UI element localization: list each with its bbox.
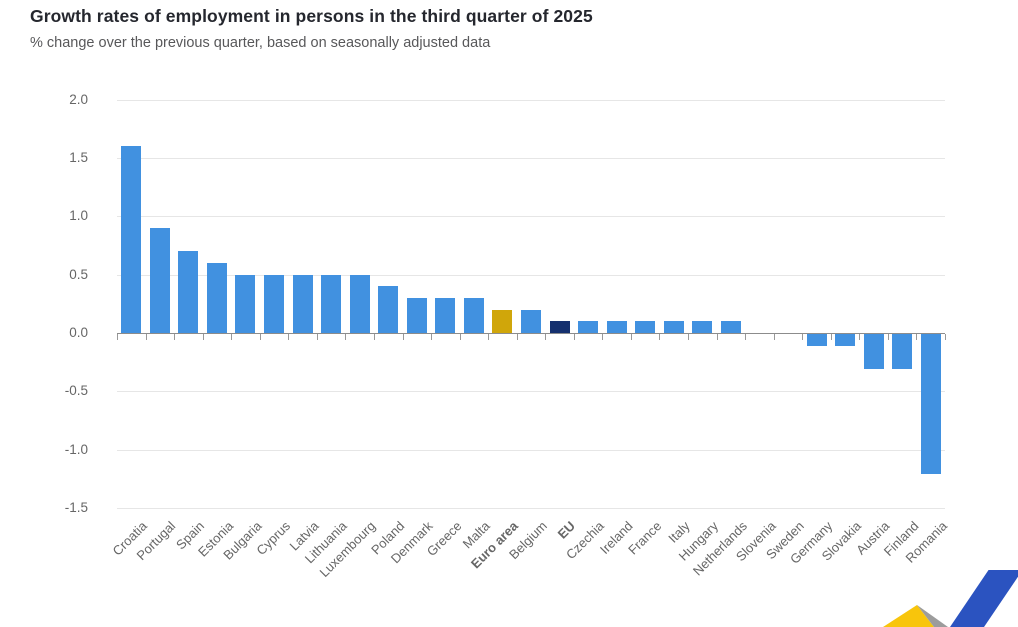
bar-france[interactable]	[635, 321, 656, 333]
x-axis-tick	[773, 334, 775, 340]
y-axis-label: 2.0	[69, 91, 88, 107]
x-axis-tick	[431, 334, 433, 340]
bar-malta[interactable]	[463, 298, 484, 333]
bar-slovakia[interactable]	[835, 334, 856, 346]
x-axis-tick	[202, 334, 204, 340]
x-axis-tick	[373, 334, 375, 340]
bar-netherlands[interactable]	[720, 321, 741, 333]
gridline--0.5	[117, 391, 945, 393]
x-axis-tick	[630, 334, 632, 340]
bar-finland[interactable]	[892, 334, 913, 369]
x-axis-tick	[859, 334, 861, 340]
bar-hungary[interactable]	[692, 321, 713, 333]
y-axis-label: 1.5	[69, 150, 88, 166]
bar-ireland[interactable]	[606, 321, 627, 333]
x-axis-tick	[316, 334, 318, 340]
x-axis-tick	[516, 334, 518, 340]
x-axis-tick	[887, 334, 889, 340]
bar-spain[interactable]	[178, 251, 199, 333]
bar-czechia[interactable]	[578, 321, 599, 333]
bar-belgium[interactable]	[521, 309, 541, 333]
x-axis-tick	[573, 334, 575, 340]
y-axis-label: -1.0	[64, 441, 88, 457]
logo-blue-band	[950, 570, 1018, 627]
bar-eu[interactable]	[549, 321, 570, 333]
x-axis-tick	[688, 334, 690, 340]
x-axis-tick	[459, 334, 461, 340]
x-axis-tick	[345, 334, 347, 340]
bar-cyprus[interactable]	[264, 274, 285, 333]
y-axis-label: -1.5	[64, 499, 88, 515]
bar-poland[interactable]	[378, 286, 399, 333]
x-axis-tick	[288, 334, 290, 340]
x-axis-tick	[545, 334, 547, 340]
gridline--1	[117, 449, 945, 451]
chart-title: Growth rates of employment in persons in…	[30, 6, 593, 26]
y-axis-label: 1.0	[69, 208, 88, 224]
bar-portugal[interactable]	[149, 228, 170, 333]
bar-germany[interactable]	[806, 334, 827, 346]
x-axis-tick	[488, 334, 490, 340]
x-axis-tick	[916, 334, 918, 340]
logo-gray-face	[917, 605, 948, 627]
x-axis-tick	[117, 334, 118, 340]
chart-subtitle: % change over the previous quarter, base…	[30, 35, 491, 51]
bar-romania[interactable]	[920, 334, 941, 474]
bar-austria[interactable]	[863, 334, 884, 369]
x-axis-tick	[402, 334, 404, 340]
eurostat-logo-icon	[883, 570, 1018, 627]
x-axis-tick	[945, 334, 946, 340]
x-axis-tick	[659, 334, 661, 340]
x-axis-tick	[145, 334, 147, 340]
bar-denmark[interactable]	[406, 298, 427, 333]
bar-euro-area[interactable]	[492, 309, 513, 333]
gridline-1	[117, 216, 945, 218]
bar-estonia[interactable]	[206, 263, 227, 333]
x-axis-tick	[174, 334, 176, 340]
x-axis-line	[117, 333, 945, 334]
x-axis-tick	[231, 334, 233, 340]
gridline-1.5	[117, 158, 945, 160]
bar-croatia[interactable]	[121, 146, 142, 333]
bar-greece[interactable]	[435, 298, 456, 333]
bar-italy[interactable]	[663, 321, 684, 333]
y-axis-label: 0.0	[69, 325, 88, 340]
x-axis-tick	[716, 334, 718, 340]
bar-latvia[interactable]	[292, 274, 313, 333]
x-axis-tick	[802, 334, 804, 340]
gridline--1.5	[117, 507, 945, 509]
y-axis-label: 0.5	[69, 266, 88, 282]
bar-bulgaria[interactable]	[235, 274, 256, 333]
x-axis-tick	[259, 334, 261, 340]
bar-luxembourg[interactable]	[349, 274, 370, 333]
x-axis-tick	[602, 334, 604, 340]
x-axis-tick	[745, 334, 747, 340]
bar-lithuania[interactable]	[321, 274, 342, 333]
y-axis-label: -0.5	[64, 383, 88, 399]
x-axis-tick	[830, 334, 832, 340]
gridline-0.5	[117, 274, 945, 276]
gridline-2	[117, 99, 945, 101]
